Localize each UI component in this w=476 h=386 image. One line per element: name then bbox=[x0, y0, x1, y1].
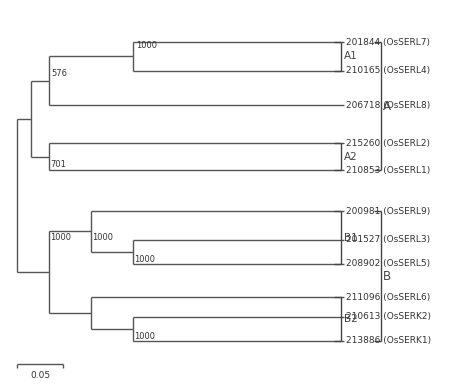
Text: 201527 (OsSERL3): 201527 (OsSERL3) bbox=[345, 235, 429, 244]
Text: 701: 701 bbox=[50, 160, 66, 169]
Text: 576: 576 bbox=[52, 69, 68, 78]
Text: 210613 (OsSERK2): 210613 (OsSERK2) bbox=[345, 312, 430, 321]
Text: B2: B2 bbox=[343, 314, 357, 324]
Text: 1000: 1000 bbox=[50, 233, 71, 242]
Text: 200981 (OsSERL9): 200981 (OsSERL9) bbox=[345, 207, 429, 216]
Text: 0.05: 0.05 bbox=[30, 371, 50, 380]
Text: 201844 (OsSERL7): 201844 (OsSERL7) bbox=[345, 37, 429, 47]
Text: A2: A2 bbox=[343, 152, 357, 162]
Text: 211096 (OsSERL6): 211096 (OsSERL6) bbox=[345, 293, 429, 302]
Text: 210853 (OsSERL1): 210853 (OsSERL1) bbox=[345, 166, 429, 175]
Text: 215260 (OsSERL2): 215260 (OsSERL2) bbox=[345, 139, 429, 148]
Text: 1000: 1000 bbox=[92, 233, 113, 242]
Text: A: A bbox=[382, 100, 390, 113]
Text: 1000: 1000 bbox=[136, 41, 157, 50]
Text: B1: B1 bbox=[343, 232, 357, 242]
Text: 210165 (OsSERL4): 210165 (OsSERL4) bbox=[345, 66, 429, 75]
Text: 206718 (OsSERL8): 206718 (OsSERL8) bbox=[345, 101, 429, 110]
Text: 1000: 1000 bbox=[134, 255, 155, 264]
Text: A1: A1 bbox=[343, 51, 357, 61]
Text: 1000: 1000 bbox=[134, 332, 155, 341]
Text: 213886 (OsSERK1): 213886 (OsSERK1) bbox=[345, 337, 430, 345]
Text: B: B bbox=[382, 269, 390, 283]
Text: 208902 (OsSERL5): 208902 (OsSERL5) bbox=[345, 259, 429, 268]
